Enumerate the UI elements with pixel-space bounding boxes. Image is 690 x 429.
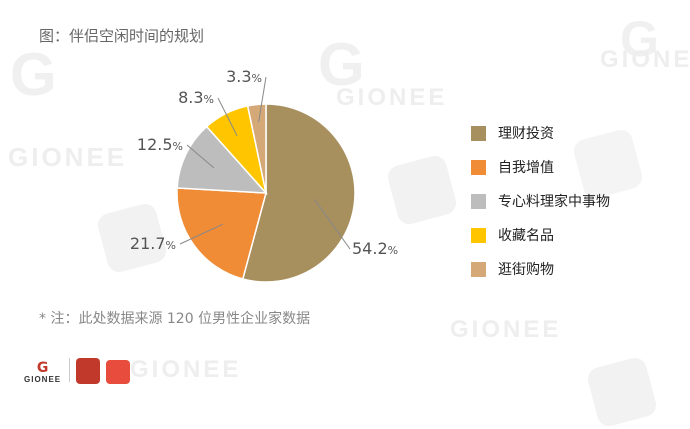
- data-label: 12.5%: [137, 135, 183, 154]
- logo-divider: [69, 358, 71, 382]
- legend-item: 专心料理家中事物: [471, 184, 610, 218]
- heima-logo: [76, 358, 101, 384]
- leader-line: [179, 223, 223, 245]
- legend-label: 收藏名品: [498, 228, 554, 244]
- leader-line: [217, 97, 238, 137]
- legend-item: 理财投资: [471, 116, 610, 150]
- watermark-gionee-text: GIONEE: [600, 46, 690, 73]
- legend-swatch: [471, 261, 486, 277]
- watermark-gionee-mark: G: [318, 31, 368, 98]
- legend-item: 逛街购物: [471, 252, 610, 286]
- data-label: 8.3%: [178, 88, 214, 107]
- pie-chart: 54.2% 21.7% 12.5% 8.3% 3.3%: [130, 67, 398, 283]
- watermark-gionee-text: GIONEE: [336, 84, 448, 111]
- legend-item: 自我增值: [471, 150, 610, 184]
- leader-line: [258, 76, 267, 123]
- legend-swatch: [471, 227, 486, 243]
- legend-label: 专心料理家中事物: [498, 194, 610, 210]
- watermark-gionee-mark: G: [620, 11, 662, 67]
- legend-swatch: [471, 193, 486, 209]
- watermark-gionee-text: GIONEE: [450, 316, 562, 343]
- pie-slice: [246, 103, 267, 194]
- data-label: 54.2%: [352, 239, 398, 258]
- gionee-logo: G GIONEE: [24, 361, 61, 384]
- legend-swatch: [471, 125, 486, 141]
- data-label: 21.7%: [130, 234, 176, 253]
- watermark-gionee-mark: G: [10, 41, 60, 108]
- leader-line: [186, 144, 215, 169]
- watermark-gionee-text: GIONEE: [8, 142, 128, 172]
- renwu-logo: [106, 360, 131, 384]
- legend-swatch: [471, 159, 486, 175]
- leader-line: [314, 199, 351, 250]
- chart-title: 图：伴侣空闲时间的规划: [39, 27, 205, 45]
- gionee-logo-mark: G: [36, 360, 49, 376]
- pie-slice: [241, 103, 356, 283]
- gionee-logo-text: GIONEE: [24, 375, 62, 384]
- data-label: 3.3%: [226, 67, 262, 86]
- legend-item: 收藏名品: [471, 218, 610, 252]
- legend-label: 逛街购物: [498, 262, 554, 278]
- pie-slice: [176, 187, 267, 280]
- logo-bar: G GIONEE: [24, 358, 131, 384]
- pie-slice: [176, 125, 268, 194]
- footnote: * 注：此处数据来源 120 位男性企业家数据: [39, 311, 311, 327]
- legend-label: 自我增值: [498, 160, 554, 176]
- legend-label: 理财投资: [498, 126, 554, 142]
- chart-legend: 理财投资 自我增值 专心料理家中事物 收藏名品 逛街购物: [471, 116, 610, 286]
- watermark-gionee-text: GIONEE: [130, 356, 242, 383]
